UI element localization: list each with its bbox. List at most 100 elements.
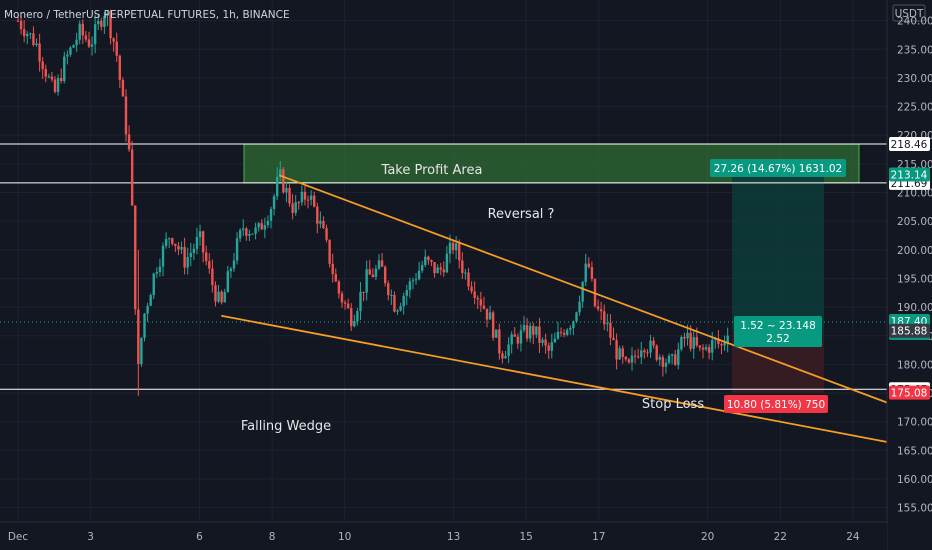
candle-body [93, 24, 97, 45]
candle-body [214, 285, 217, 302]
candle-body [353, 321, 356, 327]
candle-body [393, 294, 396, 312]
candle-body [683, 337, 686, 339]
candle-body [137, 309, 140, 365]
candle-body [603, 311, 606, 325]
candle-body [674, 354, 677, 365]
candle-body [238, 230, 242, 239]
candle-body [670, 354, 674, 356]
candle-body [698, 345, 702, 348]
candle-body [359, 291, 362, 312]
candle-body [513, 334, 516, 337]
candle-body [479, 299, 483, 306]
candle-body [171, 238, 174, 244]
candle-body [535, 326, 538, 335]
candle-body [680, 337, 683, 350]
candle-body [22, 29, 26, 37]
time-tick-label: 17 [592, 531, 605, 543]
candle-body [201, 231, 205, 253]
candle-body [655, 345, 658, 360]
time-axis[interactable]: Dec 3 6 8 10 13 15 17 20 22 24 [0, 521, 887, 550]
candle-body [569, 327, 572, 330]
candle-body [251, 233, 254, 235]
price-axis-background [887, 0, 932, 550]
candle-body [32, 33, 35, 45]
price-tick-label: 230.00 [897, 73, 932, 85]
candle-body [140, 337, 143, 365]
ratio-label: 1.52 ~ 23.148 [740, 320, 816, 332]
price-tick-label: 210.00 [897, 188, 932, 200]
candle-body [362, 291, 365, 293]
candle-body [377, 260, 381, 269]
candle-body [590, 266, 594, 279]
candle-body [180, 247, 183, 250]
candle-body [550, 342, 553, 351]
price-tick-label: 240.00 [897, 16, 932, 28]
candle-body [547, 345, 550, 351]
stop-loss-label: Stop Loss [642, 397, 704, 412]
candle-body [528, 325, 532, 339]
target-label-box [710, 159, 846, 177]
candle-body [90, 44, 94, 47]
candle-body [97, 20, 100, 25]
candle-body [640, 350, 643, 358]
candle-body [621, 348, 624, 357]
candle-body [155, 272, 159, 274]
candle-body [44, 69, 47, 77]
candle-body [313, 195, 316, 207]
candle-body [470, 286, 473, 292]
time-ticks: Dec 3 6 8 10 13 15 17 20 22 24 [8, 531, 860, 543]
candle-body [103, 16, 106, 27]
candle-body [337, 281, 341, 294]
candle-body [161, 245, 165, 267]
target-label: 27.26 (14.67%) 1631.02 [714, 163, 842, 175]
price-tag-label: 185.88 [891, 326, 928, 338]
price-axis[interactable]: USDT 155.00160.00165.00170.00175.00180.0… [886, 0, 932, 550]
candle-body [319, 220, 322, 224]
candle-body [491, 312, 495, 338]
candle-body [553, 338, 557, 343]
candle-body [130, 149, 134, 206]
candle-body [442, 269, 445, 273]
candle-body [143, 313, 146, 338]
time-axis-background [0, 522, 887, 550]
candle-body [229, 268, 233, 272]
currency-label: USDT [895, 8, 924, 20]
candle-body [183, 247, 186, 268]
candle-body [618, 348, 621, 360]
candle-body [510, 334, 513, 345]
candle-body [726, 335, 729, 343]
level-tag [889, 137, 930, 152]
time-tick-label: Dec [8, 531, 29, 543]
candle-body [134, 205, 137, 310]
candle-body [41, 61, 44, 70]
candle-body [334, 274, 338, 282]
candle-body [664, 362, 668, 367]
ratio-value: 2.52 [766, 333, 789, 345]
candle-body [81, 23, 84, 36]
candle-body [609, 323, 612, 338]
candle-body [158, 266, 162, 273]
candle-body [121, 79, 125, 97]
price-tick-label: 160.00 [897, 474, 932, 486]
falling-wedge-label: Falling Wedge [241, 419, 331, 434]
candle-body [646, 352, 649, 354]
reversal-label: Reversal ? [488, 207, 555, 222]
candle-body [507, 344, 510, 356]
candle-body [467, 272, 470, 287]
candle-body [396, 310, 399, 312]
candle-body [47, 76, 51, 78]
candle-body [223, 292, 226, 303]
currency-box [892, 4, 926, 22]
candle-body [69, 47, 72, 55]
candle-body [346, 303, 350, 309]
time-tick-label: 3 [87, 531, 94, 543]
candle-body [303, 191, 307, 200]
candle-body [717, 338, 720, 345]
candle-body [445, 253, 449, 273]
candle-body [525, 325, 529, 339]
candle-body [562, 332, 566, 335]
candle-body [38, 43, 41, 62]
wedge-upper-line [279, 174, 890, 405]
